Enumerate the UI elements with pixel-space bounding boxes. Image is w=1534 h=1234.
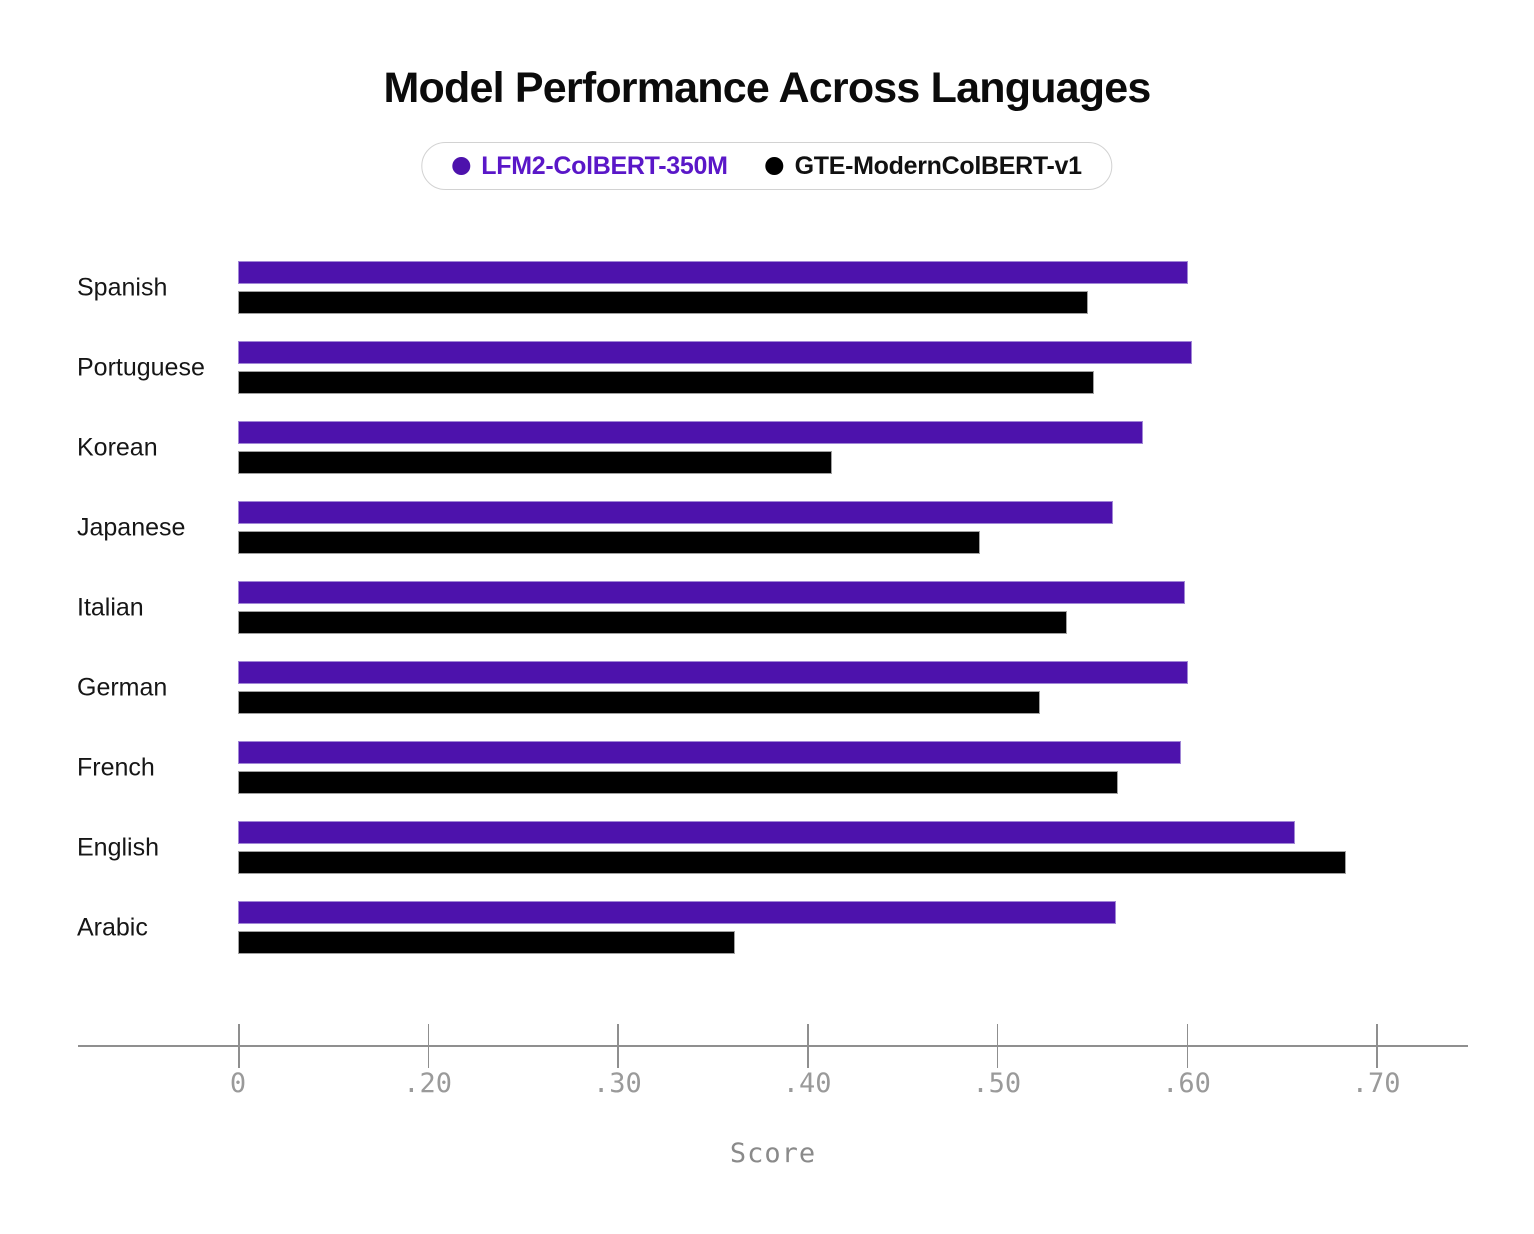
x-tick-60 <box>1186 1024 1188 1068</box>
bar-row-korean: Korean <box>0 421 1534 474</box>
x-tick-20 <box>427 1024 430 1068</box>
bar-arabic-gte <box>238 931 735 954</box>
bar-spanish-lfm2 <box>238 261 1189 284</box>
category-label-english: English <box>77 833 159 861</box>
bar-japanese-lfm2 <box>238 501 1113 524</box>
x-axis-line <box>78 1045 1468 1047</box>
bar-row-english: English <box>0 821 1534 874</box>
chart-title: Model Performance Across Languages <box>383 64 1152 112</box>
category-label-spanish: Spanish <box>77 273 168 301</box>
x-tick-0 <box>238 1024 240 1068</box>
bar-korean-gte <box>238 451 832 474</box>
bar-german-gte <box>238 691 1041 714</box>
bar-korean-lfm2 <box>238 421 1143 444</box>
category-label-arabic: Arabic <box>77 913 148 941</box>
bar-row-german: German <box>0 661 1534 714</box>
x-tick-label-0: 0 <box>229 1068 247 1099</box>
x-tick-label-30: .30 <box>593 1068 642 1099</box>
legend-label: GTE-ModernColBERT-v1 <box>794 151 1082 180</box>
x-tick-label-60: .60 <box>1162 1068 1211 1099</box>
bar-portuguese-gte <box>238 371 1094 394</box>
category-label-japanese: Japanese <box>77 513 186 541</box>
x-tick-label-50: .50 <box>972 1068 1022 1099</box>
bar-portuguese-lfm2 <box>238 341 1193 364</box>
x-tick-30 <box>617 1024 619 1068</box>
bar-english-gte <box>238 851 1346 874</box>
legend-item-lfm2: LFM2-ColBERT-350M <box>452 151 728 181</box>
bar-italian-lfm2 <box>238 581 1185 604</box>
legend-item-gte: GTE-ModernColBERT-v1 <box>765 151 1082 181</box>
category-label-french: French <box>77 753 155 781</box>
bar-row-italian: Italian <box>0 581 1534 634</box>
bar-italian-gte <box>238 611 1067 634</box>
bar-row-japanese: Japanese <box>0 501 1534 554</box>
bar-english-lfm2 <box>238 821 1295 844</box>
category-label-italian: Italian <box>77 593 144 621</box>
bar-row-spanish: Spanish <box>0 261 1534 314</box>
x-tick-70 <box>1376 1024 1378 1068</box>
x-axis-title: Score <box>729 1138 817 1169</box>
bar-row-portuguese: Portuguese <box>0 341 1534 394</box>
legend-dot-icon <box>765 157 784 175</box>
bar-row-french: French <box>0 741 1534 794</box>
bar-arabic-lfm2 <box>238 901 1117 924</box>
x-tick-label-20: .20 <box>403 1068 453 1099</box>
bar-japanese-gte <box>238 531 980 554</box>
category-label-portuguese: Portuguese <box>77 353 205 381</box>
legend-label: LFM2-ColBERT-350M <box>481 151 728 180</box>
category-label-german: German <box>77 673 168 701</box>
x-tick-50 <box>996 1024 999 1068</box>
x-tick-label-40: .40 <box>782 1068 832 1099</box>
legend-dot-icon <box>452 157 471 175</box>
category-label-korean: Korean <box>77 433 158 461</box>
bar-german-lfm2 <box>238 661 1189 684</box>
bar-spanish-gte <box>238 291 1088 314</box>
x-tick-label-70: .70 <box>1351 1068 1401 1099</box>
legend-pill: LFM2-ColBERT-350M GTE-ModernColBERT-v1 <box>421 142 1113 190</box>
x-tick-40 <box>807 1024 809 1068</box>
bar-french-lfm2 <box>238 741 1181 764</box>
bar-french-gte <box>238 771 1119 794</box>
bar-row-arabic: Arabic <box>0 901 1534 954</box>
